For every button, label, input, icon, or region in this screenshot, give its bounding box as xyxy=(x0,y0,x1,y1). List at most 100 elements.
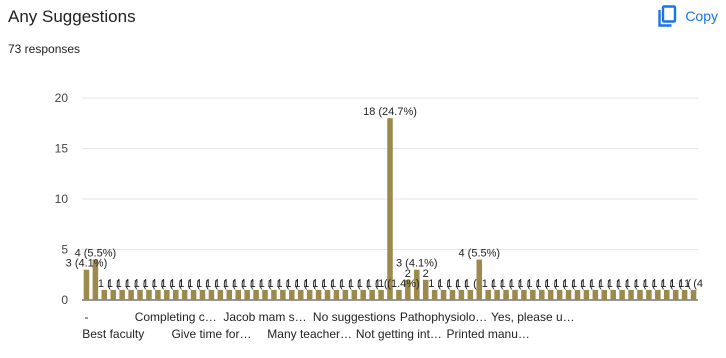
bar xyxy=(155,289,161,300)
data-label: 2 xyxy=(423,268,429,280)
bar xyxy=(663,289,670,300)
y-tick-label: 5 xyxy=(61,243,68,257)
data-label: 1 ( xyxy=(357,278,370,290)
data-label: 1 ( xyxy=(428,278,441,290)
bar xyxy=(208,289,215,300)
bar xyxy=(565,289,572,300)
x-category-label: No suggestions xyxy=(313,310,396,324)
data-label: 1 (4 xyxy=(684,278,703,290)
bar xyxy=(280,289,286,300)
data-label: 1 ( xyxy=(482,278,495,290)
data-label: 1 ( xyxy=(660,278,673,290)
copy-icon xyxy=(657,5,677,27)
bar xyxy=(137,289,143,300)
data-label: 1 ( xyxy=(241,278,254,290)
data-label: 1 ( xyxy=(348,278,361,290)
bar xyxy=(574,289,581,300)
data-label: 1 ( xyxy=(312,278,325,290)
bar xyxy=(360,289,366,300)
bar xyxy=(387,118,393,300)
x-category-label: Pathophysiolo… xyxy=(400,310,487,324)
data-label: 1 ( xyxy=(535,278,548,290)
bar xyxy=(92,259,99,300)
bar xyxy=(539,289,545,300)
copy-button[interactable]: Copy xyxy=(657,5,718,27)
x-category-label: Completing c… xyxy=(135,310,217,324)
bar xyxy=(672,289,679,300)
bar xyxy=(637,289,643,300)
data-label: 1 ( xyxy=(464,278,477,290)
data-label: 1 ( xyxy=(303,278,316,290)
data-label: 1 ( xyxy=(321,278,334,290)
bar xyxy=(592,289,599,300)
data-label: 1 ( xyxy=(589,278,602,290)
y-tick-label: 10 xyxy=(55,192,69,206)
bar xyxy=(271,289,277,300)
bar xyxy=(253,289,259,300)
data-label: 1 ( xyxy=(339,278,352,290)
data-label: 1 ( xyxy=(580,278,593,290)
data-label: 1 ( xyxy=(223,278,236,290)
data-label: 1 ( xyxy=(107,278,120,290)
bar xyxy=(289,289,295,300)
bar xyxy=(146,289,152,300)
bar xyxy=(324,289,331,300)
data-label: 1 ( xyxy=(625,278,638,290)
data-label: 1 ( xyxy=(509,278,522,290)
y-tick-label: 15 xyxy=(55,142,69,156)
x-category-label: - xyxy=(84,310,88,324)
data-label: 1 ( xyxy=(259,278,272,290)
data-label: 1 ( xyxy=(616,278,629,290)
data-label: 1 ( xyxy=(642,278,655,290)
bar xyxy=(449,289,456,300)
data-label: 1 ( xyxy=(330,278,343,290)
data-label: 1 ( xyxy=(607,278,620,290)
x-category-label: Yes, please u… xyxy=(491,310,575,324)
bar xyxy=(476,259,483,300)
data-label: 1 ( xyxy=(526,278,539,290)
bar xyxy=(467,289,474,300)
data-label: 18 (24.7%) xyxy=(363,106,417,118)
data-label: 1 ( xyxy=(276,278,289,290)
copy-label: Copy xyxy=(685,8,718,24)
data-label: 1 ( xyxy=(205,278,218,290)
y-tick-label: 20 xyxy=(55,91,69,105)
data-label: 1 ( xyxy=(553,278,566,290)
data-label: 1 ( xyxy=(285,278,298,290)
data-label: 1 ( xyxy=(366,278,379,290)
data-label: 1 ( xyxy=(446,278,459,290)
data-label: 1 ( xyxy=(250,278,263,290)
bar xyxy=(110,289,117,300)
data-label: 1 ( xyxy=(517,278,530,290)
bar xyxy=(244,289,250,300)
bar xyxy=(547,289,554,300)
data-label: 1 ( xyxy=(651,278,664,290)
data-label: 1 ( xyxy=(634,278,647,290)
bar xyxy=(521,289,527,300)
data-label: 1 ( xyxy=(562,278,575,290)
bar xyxy=(235,289,241,300)
bar xyxy=(431,289,438,300)
bar xyxy=(494,289,500,300)
x-category-label: Jacob mam s… xyxy=(223,310,306,324)
y-tick-label: 0 xyxy=(61,293,68,307)
bar xyxy=(333,289,340,300)
data-label: 1 ( xyxy=(187,278,200,290)
data-label: 1 ( xyxy=(268,278,281,290)
bar xyxy=(351,289,358,300)
data-label: 1 ( xyxy=(437,278,450,290)
bar xyxy=(485,289,491,300)
bar xyxy=(297,289,304,300)
data-label: 4 (5.5%) xyxy=(458,248,500,260)
data-label: 1 ( xyxy=(125,278,138,290)
bar xyxy=(405,279,411,300)
chart-title: Any Suggestions xyxy=(8,7,136,26)
data-label: 4 (5.5%) xyxy=(75,248,117,260)
bar xyxy=(199,289,206,300)
bar xyxy=(503,289,509,300)
bar xyxy=(422,279,429,300)
bar xyxy=(619,289,625,300)
data-label: 3 (4.1%) xyxy=(396,258,438,270)
bar xyxy=(190,289,197,300)
